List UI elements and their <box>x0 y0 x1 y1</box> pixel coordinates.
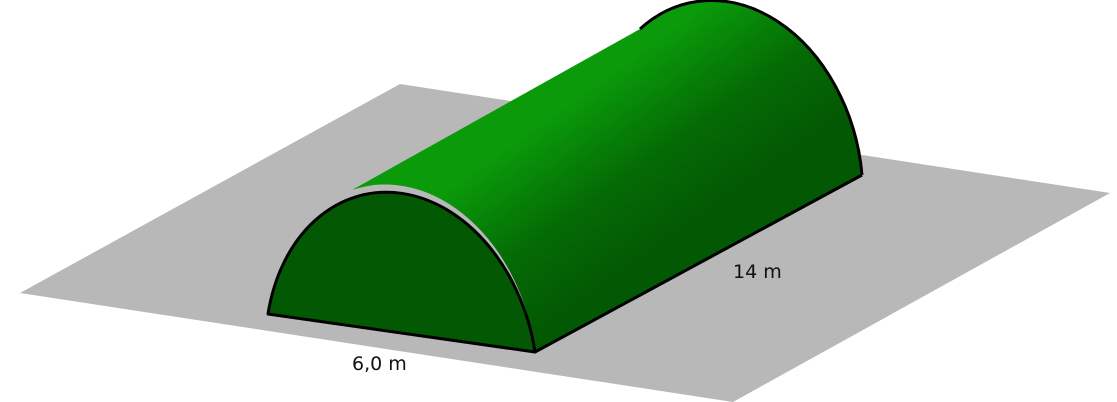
far-end-arc <box>638 0 864 176</box>
length-dimension-label: 14 m <box>733 261 782 283</box>
base-edge-length <box>534 173 863 354</box>
width-dimension-label: 6,0 m <box>352 353 407 375</box>
roof-surface <box>352 0 862 352</box>
front-end-face <box>266 190 537 354</box>
